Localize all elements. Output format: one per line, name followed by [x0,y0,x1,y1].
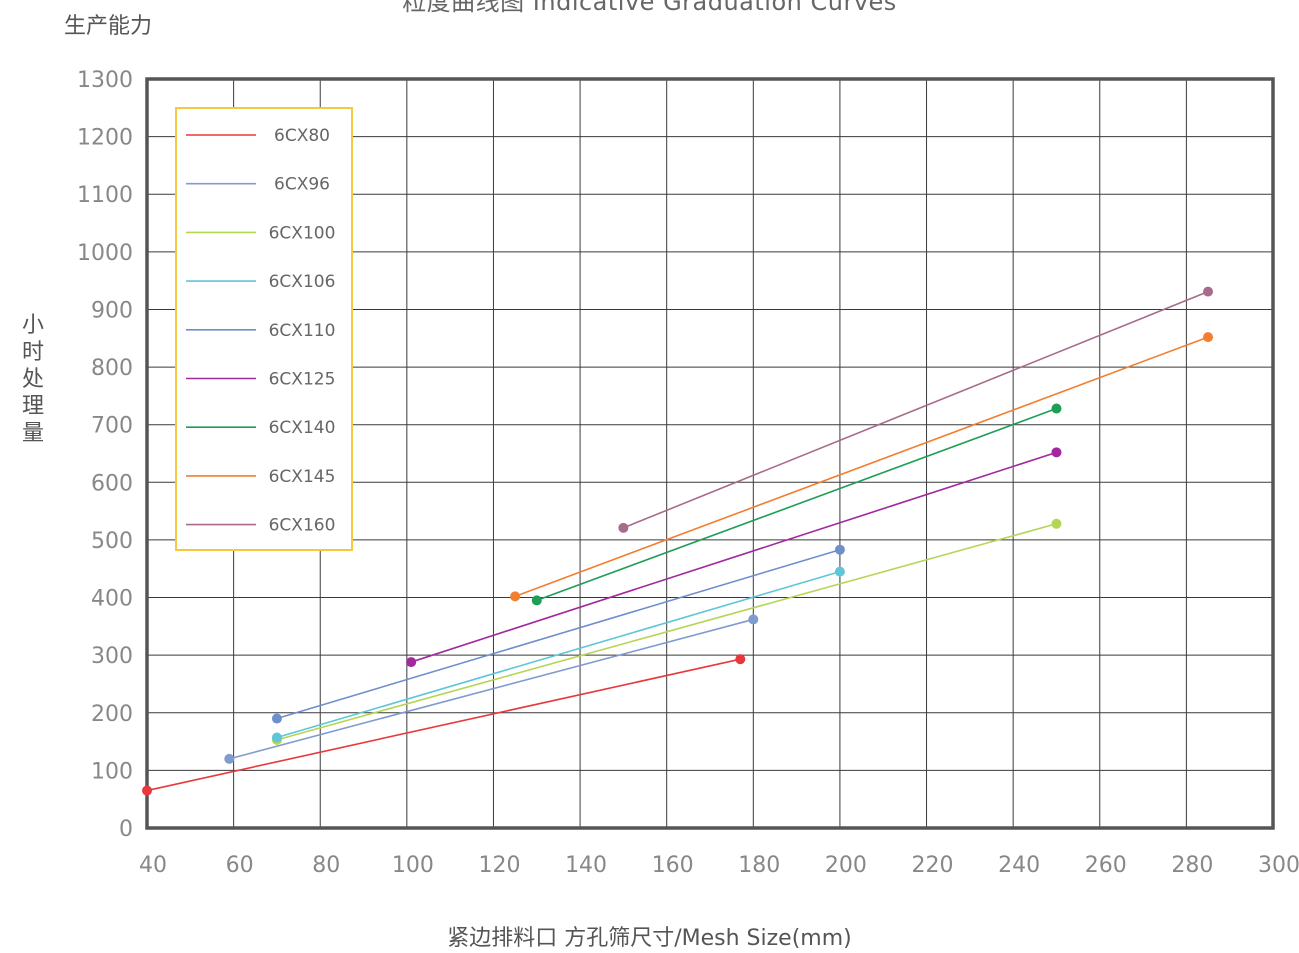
data-point-6cx80 [142,785,152,796]
y-tick-label: 1300 [77,68,133,93]
data-point-6cx160 [1203,286,1214,297]
chart-title: 粒度曲线图 Indicative Graduation Curves [402,0,897,16]
y-tick-label: 200 [91,702,133,727]
legend-label: 6CX100 [269,223,336,243]
data-point-6cx125 [1051,447,1062,458]
y-tick-label: 0 [119,817,133,842]
y-tick-label: 500 [91,529,133,554]
series-line-6cx145 [514,336,1209,598]
legend-label: 6CX145 [269,467,336,487]
data-point-6cx106 [834,566,845,577]
x-tick-label: 40 [139,853,167,878]
x-tick-label: 80 [312,853,340,878]
y-tick-label: 1200 [77,126,133,151]
data-point-6cx110 [271,713,282,724]
x-tick-label: 220 [912,853,954,878]
y-tick-label: 900 [91,298,133,323]
x-tick-label: 100 [392,853,434,878]
series-line-6cx110 [276,548,841,720]
data-point-6cx96 [748,614,759,625]
data-point-6cx106 [271,732,282,743]
data-point-6cx140 [531,595,542,606]
data-point-6cx145 [1203,332,1214,343]
data-point-6cx96 [224,753,235,764]
series-line-6cx140 [536,407,1057,602]
x-tick-label: 240 [998,853,1040,878]
series-line-6cx160 [623,290,1209,529]
y-tick-label: 800 [91,356,133,381]
data-point-6cx80 [735,654,746,665]
legend-label: 6CX106 [269,272,336,292]
x-tick-label: 60 [226,853,254,878]
legend-label: 6CX125 [269,370,336,390]
y-tick-label: 300 [91,644,133,669]
series-line-6cx80 [146,658,741,792]
series-line-6cx96 [229,618,754,760]
y-tick-label: 1100 [77,183,133,208]
x-tick-label: 280 [1171,853,1213,878]
y-tick-label: 100 [91,759,133,784]
y-tick-label: 400 [91,587,133,612]
x-tick-label: 160 [652,853,694,878]
legend-label: 6CX140 [269,418,336,438]
series-line-6cx106 [276,570,841,739]
plot-frame [145,77,1275,830]
x-tick-label: 180 [738,853,780,878]
series-line-6cx125 [410,451,1057,663]
x-tick-label: 140 [565,853,607,878]
legend-label: 6CX110 [269,321,336,341]
y-tick-label: 1000 [77,241,133,266]
data-point-6cx160 [618,522,629,533]
legend-label: 6CX96 [274,175,330,195]
x-tick-label: 300 [1258,853,1299,878]
y-tick-label: 600 [91,471,133,496]
data-point-6cx110 [834,544,845,555]
y-tick-label: 700 [91,414,133,439]
x-tick-label: 200 [825,853,867,878]
y-axis-label: 小时处理量 [21,313,44,446]
series-line-6cx100 [276,523,1057,741]
data-point-6cx145 [510,591,521,602]
x-tick-label: 260 [1085,853,1127,878]
x-tick-label: 120 [478,853,520,878]
legend-label: 6CX80 [274,126,330,146]
data-point-6cx140 [1051,403,1062,414]
capacity-label: 生产能力 [64,14,153,39]
legend-label: 6CX160 [269,516,336,536]
data-point-6cx125 [406,657,417,668]
data-point-6cx100 [1051,518,1062,529]
x-axis-label: 紧边排料口 方孔筛尺寸/Mesh Size(mm) [447,926,852,951]
